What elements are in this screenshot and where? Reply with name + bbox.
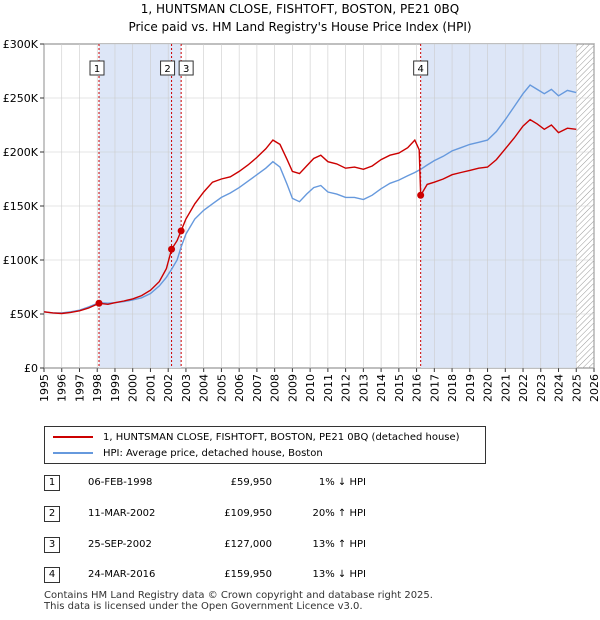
sale-price: £109,950 [224, 508, 272, 519]
x-tick-label: 2003 [180, 374, 193, 402]
y-tick-label: £200K [3, 146, 39, 159]
sale-price: £127,000 [224, 539, 272, 550]
sale-hpi-diff: 13% ↓ HPI [312, 569, 366, 580]
property-series-line [43, 118, 577, 315]
sale-label-box [160, 60, 176, 76]
chart-title-line2: Price paid vs. HM Land Registry's House … [128, 20, 472, 34]
x-tick-label: 2005 [215, 374, 228, 402]
legend-swatch-hpi [53, 452, 93, 454]
x-tick-label: 2010 [304, 374, 317, 402]
x-tick-label: 2017 [428, 374, 441, 402]
sale-row-4: 4 24-MAR-2016 £159,950 13% ↓ HPI [44, 567, 484, 585]
y-tick-label: £150K [3, 200, 39, 213]
footer-licence: This data is licensed under the Open Gov… [44, 601, 363, 612]
x-tick-label: 2004 [198, 374, 211, 402]
sale-row-3: 3 25-SEP-2002 £127,000 13% ↑ HPI [44, 537, 484, 555]
x-tick-label: 2016 [411, 374, 424, 402]
y-tick-label: £300K [3, 38, 39, 51]
sale-label-text: 4 [417, 64, 423, 75]
chart-title-line1: 1, HUNTSMAN CLOSE, FISHTOFT, BOSTON, PE2… [140, 2, 460, 16]
sale-price: £159,950 [224, 569, 272, 580]
x-tick-label: 2008 [269, 374, 282, 402]
x-tick-label: 2025 [570, 374, 583, 402]
sale-date: 06-FEB-1998 [88, 477, 153, 488]
x-tick-label: 1996 [56, 374, 69, 402]
x-tick-label: 2001 [144, 374, 157, 402]
x-tick-label: 2007 [251, 374, 264, 402]
sale-number-badge: 3 [44, 537, 60, 553]
x-tick-label: 2013 [357, 374, 370, 402]
x-tick-label: 2018 [446, 374, 459, 402]
x-tick-label: 2002 [162, 374, 175, 402]
legend-item-property: 1, HUNTSMAN CLOSE, FISHTOFT, BOSTON, PE2… [53, 430, 460, 444]
y-tick-label: £50K [10, 308, 39, 321]
x-tick-label: 2023 [535, 374, 548, 402]
x-tick-label: 2020 [482, 374, 495, 402]
sale-number-badge: 1 [44, 475, 60, 491]
x-tick-label: 2019 [464, 374, 477, 402]
sale-label-text: 3 [183, 64, 189, 75]
x-tick-label: 2000 [127, 374, 140, 402]
price-chart: 1995 1996 1997 1998 1999 2000 2001 2002 2003 2004… [3, 38, 600, 402]
sale-point [95, 299, 103, 307]
sale-date: 25-SEP-2002 [88, 539, 152, 550]
legend-item-hpi: HPI: Average price, detached house, Bost… [53, 446, 323, 460]
sale-row-1: 1 06-FEB-1998 £59,950 1% ↓ HPI [44, 475, 484, 493]
footer-copyright: Contains HM Land Registry data © Crown c… [44, 590, 433, 601]
x-tick-label: 2009 [286, 374, 299, 402]
sale-date: 11-MAR-2002 [88, 508, 156, 519]
x-tick-label: 2022 [517, 374, 530, 402]
x-tick-label: 2006 [233, 374, 246, 402]
x-tick-label: 2026 [588, 374, 600, 402]
legend-label-hpi: HPI: Average price, detached house, Bost… [103, 447, 323, 459]
sale-number-badge: 4 [44, 567, 60, 583]
y-tick-label: £100K [3, 254, 39, 267]
legend-swatch-property [53, 436, 93, 438]
x-tick-label: 2014 [375, 374, 388, 402]
sale-point [168, 245, 176, 253]
x-tick-label: 2021 [499, 374, 512, 402]
x-tick-label: 1998 [91, 374, 104, 402]
sale-label-text: 1 [94, 64, 100, 75]
sale-number-badge: 2 [44, 506, 60, 522]
sale-hpi-diff: 13% ↑ HPI [312, 539, 366, 550]
sale-label-box [413, 60, 429, 76]
x-tick-label: 1999 [109, 374, 122, 402]
legend-label-property: 1, HUNTSMAN CLOSE, FISHTOFT, BOSTON, PE2… [103, 431, 460, 443]
x-tick-label: 2012 [340, 374, 353, 402]
hpi-series-line [43, 84, 577, 314]
y-tick-label: £250K [3, 92, 39, 105]
x-tick-label: 2015 [393, 374, 406, 402]
sale-label-box [178, 60, 194, 76]
sale-date: 24-MAR-2016 [88, 569, 156, 580]
x-tick-label: 2024 [553, 374, 566, 402]
x-tick-label: 2011 [322, 374, 335, 402]
sale-hpi-diff: 20% ↑ HPI [312, 508, 366, 519]
x-tick-label: 1997 [73, 374, 86, 402]
footer: Contains HM Land Registry data © Crown c… [44, 590, 433, 612]
y-tick-label: £0 [24, 362, 38, 375]
x-tick-label: 1995 [38, 374, 51, 402]
sale-label-text: 2 [164, 64, 170, 75]
sale-label-box [89, 60, 105, 76]
legend: 1, HUNTSMAN CLOSE, FISHTOFT, BOSTON, PE2… [44, 426, 486, 464]
sale-price: £59,950 [230, 477, 272, 488]
sale-point [417, 191, 425, 199]
sale-row-2: 2 11-MAR-2002 £109,950 20% ↑ HPI [44, 506, 484, 524]
sale-hpi-diff: 1% ↓ HPI [318, 477, 366, 488]
sale-point [177, 227, 185, 235]
